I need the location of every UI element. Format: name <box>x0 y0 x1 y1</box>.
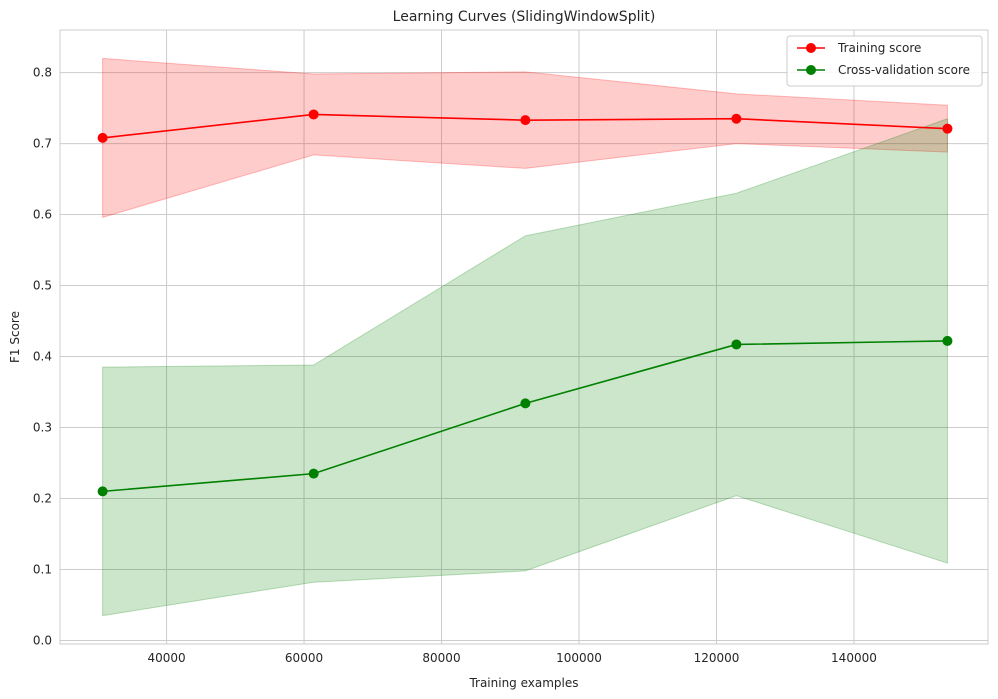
legend-cross-validation-marker <box>806 65 816 75</box>
y-tick-label: 0.5 <box>33 279 52 293</box>
y-tick-label: 0.7 <box>33 137 52 151</box>
legend: Training score Cross-validation score <box>786 35 983 87</box>
cross-validation-score-band <box>102 118 948 617</box>
legend-training-marker <box>806 43 816 53</box>
x-tick-label: 100000 <box>556 651 602 665</box>
x-tick-label: 60000 <box>285 651 323 665</box>
legend-training-label: Training score <box>837 41 921 55</box>
training-score-point <box>942 123 953 134</box>
cross-validation-score-point <box>97 486 108 497</box>
x-tick-label: 80000 <box>422 651 460 665</box>
confidence-bands <box>102 57 948 617</box>
x-axis-label: Training examples <box>468 676 578 690</box>
chart-title: Learning Curves (SlidingWindowSplit) <box>393 9 656 25</box>
x-tick-label: 140000 <box>831 651 877 665</box>
x-tick-label: 120000 <box>694 651 740 665</box>
cross-validation-score-point <box>308 468 319 479</box>
y-axis-label: F1 Score <box>8 311 22 363</box>
y-tick-label: 0.0 <box>33 633 52 647</box>
cross-validation-score-point <box>731 339 742 350</box>
y-tick-label: 0.3 <box>33 421 52 435</box>
y-tick-label: 0.6 <box>33 208 52 222</box>
training-score-point <box>308 109 319 120</box>
series-points <box>97 109 953 497</box>
legend-cross-validation-label: Cross-validation score <box>838 63 970 77</box>
y-tick-label: 0.1 <box>33 562 52 576</box>
cross-validation-score-point <box>942 335 953 346</box>
grid <box>60 30 988 644</box>
training-score-point <box>520 115 531 126</box>
y-tick-labels: 0.0 0.1 0.2 0.3 0.4 0.5 0.6 0.7 0.8 <box>33 66 52 648</box>
plot-background <box>60 30 988 644</box>
training-score-point <box>731 113 742 124</box>
plot-frame <box>59 29 989 645</box>
cross-validation-score-point <box>520 398 531 409</box>
y-tick-label: 0.4 <box>33 350 52 364</box>
training-score-point <box>97 132 108 143</box>
y-tick-label: 0.2 <box>33 491 52 505</box>
training-score-band <box>102 57 948 219</box>
y-tick-label: 0.8 <box>33 66 52 80</box>
legend-box <box>786 35 983 87</box>
x-tick-label: 40000 <box>147 651 185 665</box>
x-tick-labels: 40000 60000 80000 100000 120000 140000 <box>147 651 876 665</box>
